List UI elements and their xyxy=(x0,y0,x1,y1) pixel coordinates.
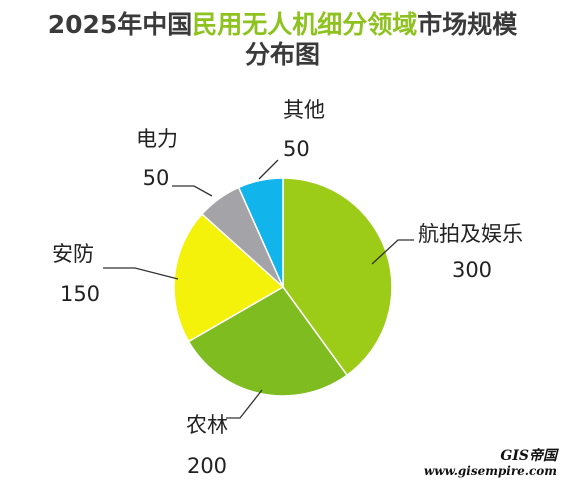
slice-labels: 航拍及娱乐 300 农林 200 安防 150 电力 50 其他 50 xyxy=(52,98,523,478)
watermark: GIS帝国 www.gisempire.com xyxy=(424,448,557,478)
pie-slice-2 xyxy=(187,286,349,397)
slice-label-3: 安防 xyxy=(52,242,94,266)
leader-line-1 xyxy=(371,239,414,265)
slice-value-3: 150 xyxy=(60,282,100,306)
title-suffix: 市场规模 xyxy=(417,10,518,39)
slice-label-5: 其他 xyxy=(283,98,325,122)
leader-line-5 xyxy=(258,159,279,180)
leader-lines xyxy=(103,159,414,419)
pie-slice-3 xyxy=(173,213,285,343)
watermark-url: www.gisempire.com xyxy=(423,464,557,478)
watermark-brand: GIS帝国 xyxy=(500,448,557,464)
title-prefix: 2025年中国 xyxy=(47,10,193,39)
slice-value-2: 200 xyxy=(187,454,227,478)
leader-line-4 xyxy=(172,185,213,197)
chart-title: 2025年中国民用无人机细分领域市场规模 分布图 xyxy=(0,10,565,70)
slice-value-4: 50 xyxy=(143,166,170,190)
slice-label-4: 电力 xyxy=(136,127,178,151)
chart-title-line2: 分布图 xyxy=(244,40,320,69)
title-highlight: 民用无人机细分领域 xyxy=(192,10,418,39)
slice-label-2: 农林 xyxy=(186,413,228,437)
leader-line-3 xyxy=(103,267,179,280)
leader-line-2 xyxy=(226,389,263,419)
chart-title-line1: 2025年中国民用无人机细分领域市场规模 xyxy=(0,10,565,40)
slice-label-1: 航拍及娱乐 xyxy=(418,222,523,246)
slice-value-1: 300 xyxy=(452,258,492,282)
slice-value-5: 50 xyxy=(283,137,310,161)
pie-slice-5 xyxy=(237,177,284,288)
pie-slice-1 xyxy=(282,177,393,377)
pie-slices xyxy=(173,177,393,397)
